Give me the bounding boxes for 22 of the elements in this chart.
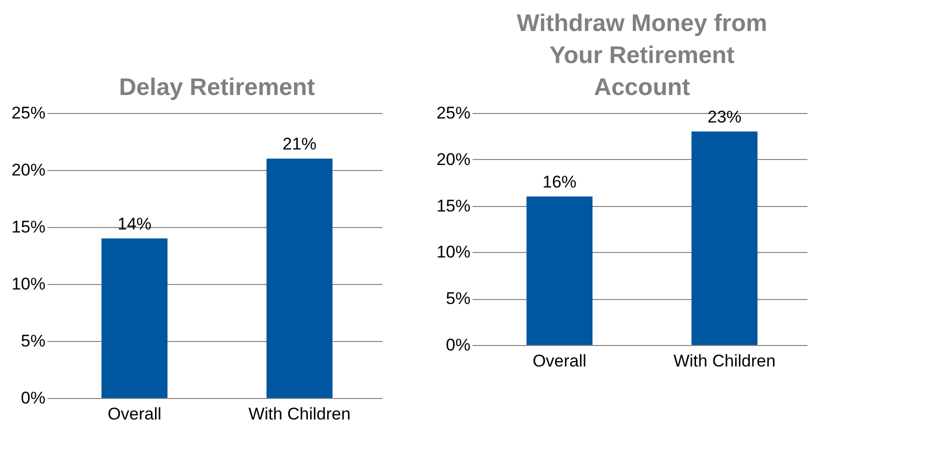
y-tick-label: 10% xyxy=(436,242,470,262)
chart-title: Delay Retirement xyxy=(118,74,316,101)
y-tick-label: 15% xyxy=(11,218,46,236)
data-label: 14% xyxy=(117,214,152,234)
y-tick-label: 25% xyxy=(11,104,46,122)
y-tick-label: 20% xyxy=(11,160,46,180)
x-tick-label: Overall xyxy=(532,352,586,370)
chart-title: Withdraw Money from Your Retirement Account xyxy=(516,10,768,101)
x-tick-label: With Children xyxy=(248,404,351,424)
y-tick-label: 10% xyxy=(11,274,46,294)
y-tick-label: 20% xyxy=(436,150,470,169)
y-tick-label: 15% xyxy=(436,196,470,216)
y-tick-label: 5% xyxy=(446,289,470,308)
y-tick-label: 25% xyxy=(436,104,470,122)
data-label: 23% xyxy=(707,108,742,127)
data-label: 21% xyxy=(282,134,317,154)
x-tick-label: Overall xyxy=(108,404,162,424)
data-label: 16% xyxy=(542,172,577,192)
x-tick-label: With Children xyxy=(673,352,776,370)
y-tick-label: 5% xyxy=(20,332,46,350)
y-tick-label: 0% xyxy=(20,388,46,408)
y-tick-label: 0% xyxy=(446,336,470,354)
